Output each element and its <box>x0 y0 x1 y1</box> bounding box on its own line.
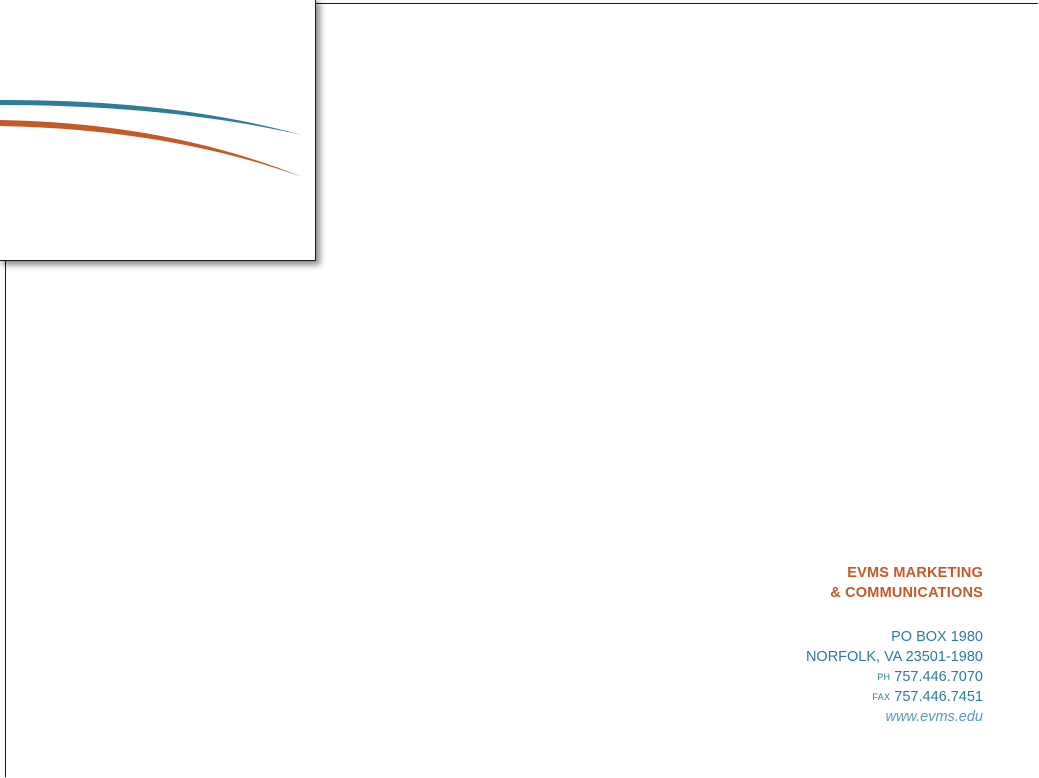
phone-number: 757.446.7070 <box>894 669 983 685</box>
po-box: PO BOX 1980 <box>891 629 983 645</box>
phone-line: PH 757.446.7070 <box>806 667 983 687</box>
fax-line: FAX 757.446.7451 <box>806 687 983 707</box>
organization-name: EVMS MARKETING & COMMUNICATIONS <box>806 563 983 603</box>
fax-label: FAX <box>872 692 891 702</box>
phone-label: PH <box>877 672 891 682</box>
fax-number: 757.446.7451 <box>894 689 983 705</box>
teal-swoosh <box>0 99 302 135</box>
website-link[interactable]: www.evms.edu <box>885 709 983 725</box>
orange-swoosh <box>0 120 302 177</box>
org-name-line-1: EVMS MARKETING <box>847 565 983 581</box>
org-name-line-2: & COMMUNICATIONS <box>830 585 983 601</box>
city-state-zip: NORFOLK, VA 23501-1980 <box>805 649 983 665</box>
envelope-outline <box>5 3 1038 777</box>
business-card <box>0 0 316 261</box>
return-address: EVMS MARKETING & COMMUNICATIONS PO BOX 1… <box>806 563 983 727</box>
swoosh-graphic <box>0 99 302 177</box>
